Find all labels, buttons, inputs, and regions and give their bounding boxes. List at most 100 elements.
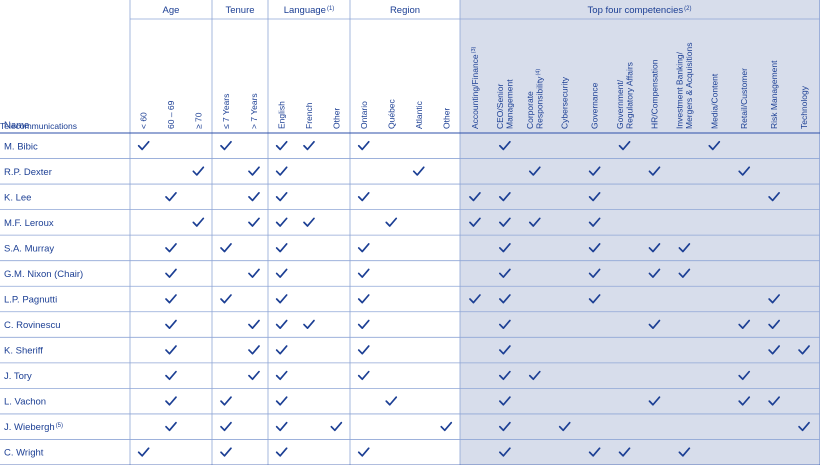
column-header: Retail/Customer <box>739 68 749 129</box>
check-icon <box>137 140 150 151</box>
check-icon <box>648 319 661 329</box>
director-name: L. Vachon <box>4 397 46 408</box>
director-name: M.F. Leroux <box>4 218 54 229</box>
check-icon <box>738 396 751 406</box>
column-header: Media/Content <box>709 73 719 129</box>
check-icon <box>768 191 780 202</box>
check-icon <box>558 421 571 432</box>
table-row: L.P. Pagnutti <box>4 294 780 306</box>
check-icon <box>357 243 370 253</box>
check-icon <box>165 421 177 432</box>
check-icon <box>357 294 370 304</box>
check-icon <box>165 294 177 304</box>
column-header: English <box>277 101 287 129</box>
check-icon <box>385 396 398 406</box>
director-name: L.P. Pagnutti <box>4 295 57 306</box>
check-icon <box>588 166 601 176</box>
column-header: Atlantic <box>414 100 424 129</box>
check-icon <box>220 396 232 406</box>
column-header: Ontario <box>359 101 369 129</box>
group-header-label: Age <box>163 5 180 16</box>
check-icon <box>275 243 288 253</box>
column-header: Risk Management <box>769 60 779 129</box>
group-header-label: Top four competencies <box>588 5 684 16</box>
check-icon <box>330 421 343 432</box>
check-icon <box>798 421 810 432</box>
check-icon <box>768 396 780 406</box>
check-icon <box>499 447 511 457</box>
check-icon <box>275 166 288 176</box>
table-row: C. Rovinescu <box>4 319 780 331</box>
check-icon <box>357 370 370 381</box>
column-header: Corporate <box>525 91 535 129</box>
table-row: R.P. Dexter <box>4 166 751 178</box>
check-icon <box>137 447 150 457</box>
table-row: K. Lee <box>4 191 780 203</box>
director-name: C. Wright <box>4 448 44 459</box>
check-icon <box>248 166 260 176</box>
check-icon <box>275 370 288 381</box>
check-icon <box>412 166 425 176</box>
check-icon <box>303 319 315 329</box>
director-name: J. Wiebergh(5) <box>4 422 63 433</box>
group-header-note: (2) <box>684 6 691 12</box>
check-icon <box>357 447 370 457</box>
check-icon <box>248 345 260 355</box>
column-header: Investment Banking/ <box>675 51 685 129</box>
check-icon <box>648 243 661 253</box>
table-row: G.M. Nixon (Chair) <box>4 268 691 280</box>
column-header: 60 – 69 <box>166 100 176 129</box>
check-icon <box>192 166 205 176</box>
director-name: R.P. Dexter <box>4 167 52 178</box>
check-icon <box>738 370 751 381</box>
check-icon <box>165 268 177 278</box>
column-header: Regulatory Affairs <box>624 62 634 129</box>
director-name: J. Tory <box>4 371 32 382</box>
check-icon <box>357 345 370 355</box>
column-header: Government/ <box>615 79 625 129</box>
check-icon <box>275 294 288 304</box>
column-header: Other <box>331 108 341 129</box>
check-icon <box>648 268 661 278</box>
check-icon <box>588 217 601 227</box>
check-icon <box>192 217 205 227</box>
check-icon <box>499 243 511 253</box>
check-icon <box>678 268 691 278</box>
check-icon <box>220 421 232 432</box>
check-icon <box>220 140 232 151</box>
director-name: C. Rovinescu <box>4 320 61 331</box>
check-icon <box>275 191 288 202</box>
check-icon <box>385 217 398 227</box>
check-icon <box>738 319 751 329</box>
check-icon <box>165 319 177 329</box>
check-icon <box>469 294 481 304</box>
check-icon <box>499 319 511 329</box>
check-icon <box>165 243 177 253</box>
check-icon <box>528 217 541 227</box>
group-header-label: Language <box>284 5 326 16</box>
name-header: Name <box>4 120 29 131</box>
check-icon <box>469 191 481 202</box>
check-icon <box>248 191 260 202</box>
check-icon <box>499 421 511 432</box>
column-header: Governance <box>590 82 600 129</box>
group-header-label: Region <box>390 5 420 16</box>
check-icon <box>357 268 370 278</box>
table-row: J. Wiebergh(5) <box>4 421 810 433</box>
check-icon <box>248 319 260 329</box>
director-name: G.M. Nixon (Chair) <box>4 269 83 280</box>
director-name: S.A. Murray <box>4 243 54 254</box>
check-icon <box>678 243 691 253</box>
group-header: Age <box>163 5 180 16</box>
check-icon <box>275 345 288 355</box>
check-icon <box>275 396 288 406</box>
check-icon <box>528 370 541 381</box>
check-icon <box>618 447 631 457</box>
check-icon <box>708 140 721 151</box>
column-header: ≥ 70 <box>193 112 203 129</box>
check-icon <box>768 294 780 304</box>
table-row: C. Wright <box>4 447 691 459</box>
check-icon <box>440 421 453 432</box>
column-header: Telecommunications <box>0 121 77 131</box>
